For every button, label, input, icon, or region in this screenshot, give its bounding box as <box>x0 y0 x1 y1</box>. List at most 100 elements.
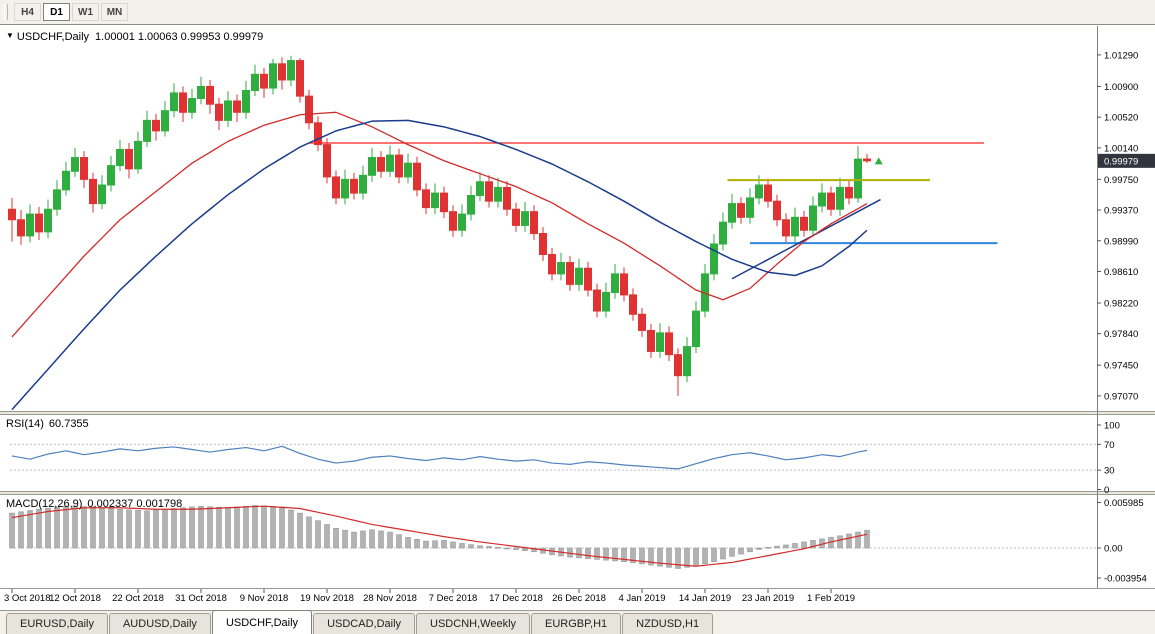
candle-body <box>53 189 61 210</box>
candles-layer[interactable] <box>8 55 871 396</box>
candle-body <box>368 157 376 176</box>
candle-body <box>584 267 592 291</box>
rsi-line[interactable] <box>11 445 868 470</box>
candle-body <box>611 273 619 293</box>
candle-body <box>863 158 871 162</box>
candle-body <box>107 165 115 186</box>
candle-body <box>692 310 700 348</box>
candle-body <box>98 184 106 205</box>
date-tick-label: 7 Dec 2018 <box>429 593 478 604</box>
date-tick-label: 26 Dec 2018 <box>552 593 606 604</box>
candle-body <box>521 211 529 226</box>
toolbar-grip-icon[interactable] <box>4 4 8 20</box>
tab-usdcad-daily[interactable]: USDCAD,Daily <box>313 613 416 634</box>
candle-body <box>323 144 331 178</box>
symbol-period-label: USDCHF,Daily <box>16 31 90 43</box>
candle-body <box>305 95 313 124</box>
candle-body <box>26 213 34 237</box>
ma-slow-line[interactable] <box>11 119 868 411</box>
candle-body <box>359 174 367 194</box>
candle-body <box>593 289 601 312</box>
candle-body <box>431 192 439 209</box>
tab-usdcnh-weekly[interactable]: USDCNH,Weekly <box>416 613 531 634</box>
price-axis[interactable]: 1.01290 1.00900 1.00520 1.00140 0.99750 0.993… <box>1097 50 1155 402</box>
candle-body <box>206 85 214 105</box>
collapse-triangle-icon[interactable]: ▼ <box>6 31 14 40</box>
date-tick-label: 3 Oct 2018 <box>4 593 50 604</box>
timeframe-h4-button[interactable]: H4 <box>14 3 41 21</box>
date-tick-label: 17 Dec 2018 <box>489 593 543 604</box>
rsi-value: 60.7355 <box>48 418 89 430</box>
timeframe-d1-button[interactable]: D1 <box>43 3 70 21</box>
candle-body <box>197 85 205 100</box>
candle-body <box>8 208 16 221</box>
candle-body <box>350 178 358 194</box>
candle-body <box>143 119 151 142</box>
candle-body <box>422 189 430 209</box>
tab-eurusd-daily[interactable]: EURUSD,Daily <box>6 613 108 634</box>
up-arrow-marker-icon[interactable] <box>874 157 883 165</box>
candle-body <box>476 181 484 197</box>
rsi-panel[interactable]: 100 70 30 0 <box>10 421 1120 497</box>
candle-body <box>341 178 349 199</box>
ma-fast-line[interactable] <box>11 111 868 338</box>
tab-usdchf-daily[interactable]: USDCHF,Daily <box>211 610 313 634</box>
current-price-badge <box>1098 153 1155 168</box>
horizontal-lines[interactable] <box>309 142 998 280</box>
candle-body <box>296 60 304 97</box>
rsi-level-label: 70 <box>1104 440 1115 451</box>
candle-body <box>179 92 187 113</box>
candle-body <box>809 205 817 231</box>
ascending-trendline[interactable] <box>731 198 881 280</box>
date-tick-label: 9 Nov 2018 <box>240 593 289 604</box>
candle-body <box>512 208 520 226</box>
price-tick-label: 1.00520 <box>1104 113 1138 124</box>
candle-body <box>287 60 295 81</box>
macd-name: MACD(12,26,9) <box>6 498 83 510</box>
candle-body <box>791 216 799 237</box>
chart-tab-bar: EURUSD,Daily AUDUSD,Daily USDCHF,Daily U… <box>0 610 1155 634</box>
macd-signal-line[interactable] <box>11 505 868 567</box>
candle-body <box>314 122 322 146</box>
tab-eurgbp-h1[interactable]: EURGBP,H1 <box>531 613 622 634</box>
rsi-level-label: 0 <box>1104 485 1109 496</box>
timeframe-w1-button[interactable]: W1 <box>72 3 99 21</box>
candle-body <box>710 243 718 275</box>
candle-body <box>467 195 475 215</box>
candle-body <box>404 162 412 178</box>
macd-axis-label: 0.005985 <box>1104 498 1144 509</box>
candle-body <box>485 181 493 202</box>
candle-body <box>575 267 583 285</box>
candle-body <box>242 89 250 113</box>
ohlc-values: 1.00001 1.00063 0.99953 0.99979 <box>95 31 264 43</box>
tab-nzdusd-h1[interactable]: NZDUSD,H1 <box>622 613 714 634</box>
candle-body <box>674 354 682 377</box>
candle-body <box>332 176 340 199</box>
date-tick-label: 12 Oct 2018 <box>49 593 101 604</box>
candle-body <box>764 184 772 202</box>
date-tick-label: 1 Feb 2019 <box>807 593 855 604</box>
timeframe-mn-button[interactable]: MN <box>101 3 128 21</box>
macd-axis-label: -0.003954 <box>1104 574 1147 585</box>
candle-body <box>269 63 277 89</box>
candle-body <box>773 200 781 221</box>
candle-body <box>656 332 664 352</box>
price-tick-label: 0.99750 <box>1104 175 1138 186</box>
macd-axis-label: 0.00 <box>1104 544 1123 555</box>
candle-body <box>548 253 556 275</box>
candle-body <box>80 157 88 180</box>
candle-body <box>170 92 178 112</box>
candle-body <box>116 148 124 167</box>
candle-body <box>278 63 286 81</box>
price-tick-label: 0.97450 <box>1104 361 1138 372</box>
date-tick-label: 14 Jan 2019 <box>679 593 731 604</box>
candle-body <box>44 208 52 233</box>
price-tick-label: 0.98610 <box>1104 267 1138 278</box>
candle-body <box>386 154 394 172</box>
date-tick-label: 4 Jan 2019 <box>618 593 665 604</box>
macd-panel[interactable]: 0.005985 0.00 -0.003954 <box>9 498 1147 585</box>
candle-body <box>377 157 385 172</box>
tab-audusd-daily[interactable]: AUDUSD,Daily <box>108 613 211 634</box>
